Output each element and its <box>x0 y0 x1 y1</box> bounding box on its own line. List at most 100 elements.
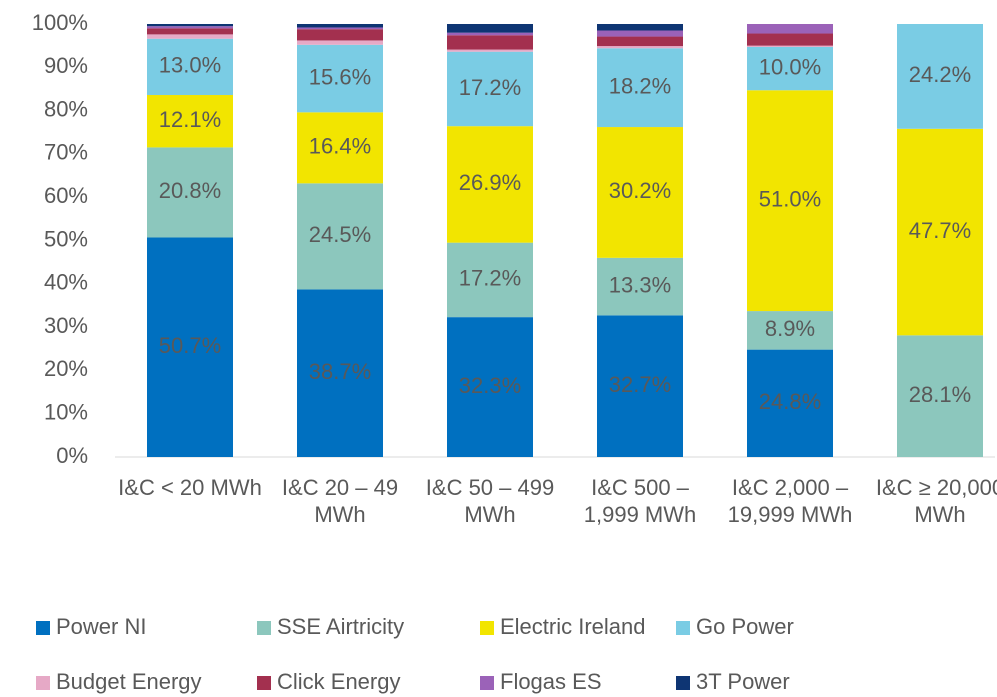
legend-label: Click Energy <box>277 669 400 694</box>
data-label: 18.2% <box>609 73 671 98</box>
bar-segment <box>447 317 533 457</box>
x-tick-label: I&C ≥ 20,000 MWh <box>875 475 997 527</box>
data-label: 24.5% <box>309 222 371 247</box>
legend-swatch <box>36 621 50 635</box>
bar-segment <box>147 34 233 39</box>
bar-segment <box>597 48 683 128</box>
data-label: 28.1% <box>909 382 971 407</box>
bar-segment <box>597 257 683 316</box>
bar-segment <box>597 30 683 37</box>
data-label: 12.1% <box>159 107 221 132</box>
bar-segment <box>297 40 383 45</box>
data-label: 38.7% <box>309 359 371 384</box>
y-tick-label: 60% <box>44 183 88 208</box>
y-tick-label: 80% <box>44 96 88 121</box>
y-tick-label: 90% <box>44 53 88 78</box>
data-label: 15.6% <box>309 64 371 89</box>
legend-label: Go Power <box>696 614 794 639</box>
bar-segment <box>747 90 833 312</box>
bar-segment <box>597 315 683 457</box>
legend-label: Flogas ES <box>500 669 602 694</box>
x-tick-label: I&C 20 – 49 MWh <box>281 475 399 527</box>
bar-segment <box>447 126 533 243</box>
bar-segment <box>897 128 983 336</box>
bar-segment <box>297 27 383 30</box>
data-label: 24.2% <box>909 62 971 87</box>
bar-segment <box>747 45 833 47</box>
legend-swatch <box>257 676 271 690</box>
y-tick-label: 30% <box>44 313 88 338</box>
bar-segment <box>747 33 833 46</box>
bar-segment <box>147 237 233 457</box>
y-tick-label: 70% <box>44 140 88 165</box>
data-label: 8.9% <box>765 316 815 341</box>
bar-segment <box>147 28 233 35</box>
bar-segment <box>297 289 383 457</box>
data-label: 51.0% <box>759 186 821 211</box>
legend-swatch <box>676 621 690 635</box>
bar-segment <box>747 46 833 91</box>
legend-label: Budget Energy <box>56 669 202 694</box>
bar-segment <box>447 51 533 127</box>
data-label: 17.2% <box>459 75 521 100</box>
bar-segment <box>297 24 383 28</box>
data-label: 13.0% <box>159 53 221 78</box>
legend-label: Power NI <box>56 614 146 639</box>
bar-segment <box>447 24 533 33</box>
y-tick-label: 10% <box>44 400 88 425</box>
bar-segment <box>447 35 533 50</box>
bar-segment <box>747 349 833 457</box>
legend-swatch <box>36 676 50 690</box>
x-tick-label: I&C 50 – 499 MWh <box>425 475 555 527</box>
bar-segment <box>447 49 533 52</box>
data-label: 30.2% <box>609 178 671 203</box>
bar-segment <box>447 32 533 36</box>
bar-segment <box>147 38 233 96</box>
y-tick-label: 50% <box>44 226 88 251</box>
bar-segment <box>897 335 983 457</box>
bar-segment <box>597 24 683 31</box>
data-label: 24.8% <box>759 389 821 414</box>
bar-segment <box>747 311 833 350</box>
bar-segment <box>147 24 233 27</box>
bar-segment <box>747 24 833 34</box>
y-tick-label: 0% <box>56 443 88 468</box>
legend-label: SSE Airtricity <box>277 614 404 639</box>
x-tick-label: I&C < 20 MWh <box>118 475 262 500</box>
data-label: 32.3% <box>459 373 521 398</box>
bar-segment <box>297 44 383 113</box>
legend-swatch <box>676 676 690 690</box>
bar-segment <box>597 127 683 258</box>
data-label: 47.7% <box>909 218 971 243</box>
bar-segment <box>597 36 683 47</box>
data-label: 32.7% <box>609 372 671 397</box>
bar-segment <box>147 95 233 148</box>
y-tick-label: 100% <box>32 10 88 35</box>
bar-segment <box>597 46 683 49</box>
bar-segment <box>297 183 383 290</box>
y-tick-label: 40% <box>44 270 88 295</box>
x-tick-label: I&C 2,000 – 19,999 MWh <box>727 475 853 527</box>
data-label: 10.0% <box>759 54 821 79</box>
bar-segment <box>147 26 233 29</box>
y-tick-label: 20% <box>44 356 88 381</box>
bar-segment <box>297 112 383 184</box>
bar-segment <box>297 29 383 41</box>
x-tick-label: I&C 500 – 1,999 MWh <box>583 475 697 527</box>
data-label: 16.4% <box>309 134 371 159</box>
data-label: 26.9% <box>459 170 521 195</box>
bar-segment <box>897 24 983 129</box>
legend-swatch <box>480 676 494 690</box>
legend-label: Electric Ireland <box>500 614 646 639</box>
data-label: 50.7% <box>159 333 221 358</box>
data-label: 17.2% <box>459 266 521 291</box>
legend-swatch <box>480 621 494 635</box>
data-label: 20.8% <box>159 178 221 203</box>
bar-segment <box>147 147 233 238</box>
legend-swatch <box>257 621 271 635</box>
data-label: 13.3% <box>609 272 671 297</box>
legend-label: 3T Power <box>696 669 790 694</box>
bar-segment <box>447 242 533 318</box>
